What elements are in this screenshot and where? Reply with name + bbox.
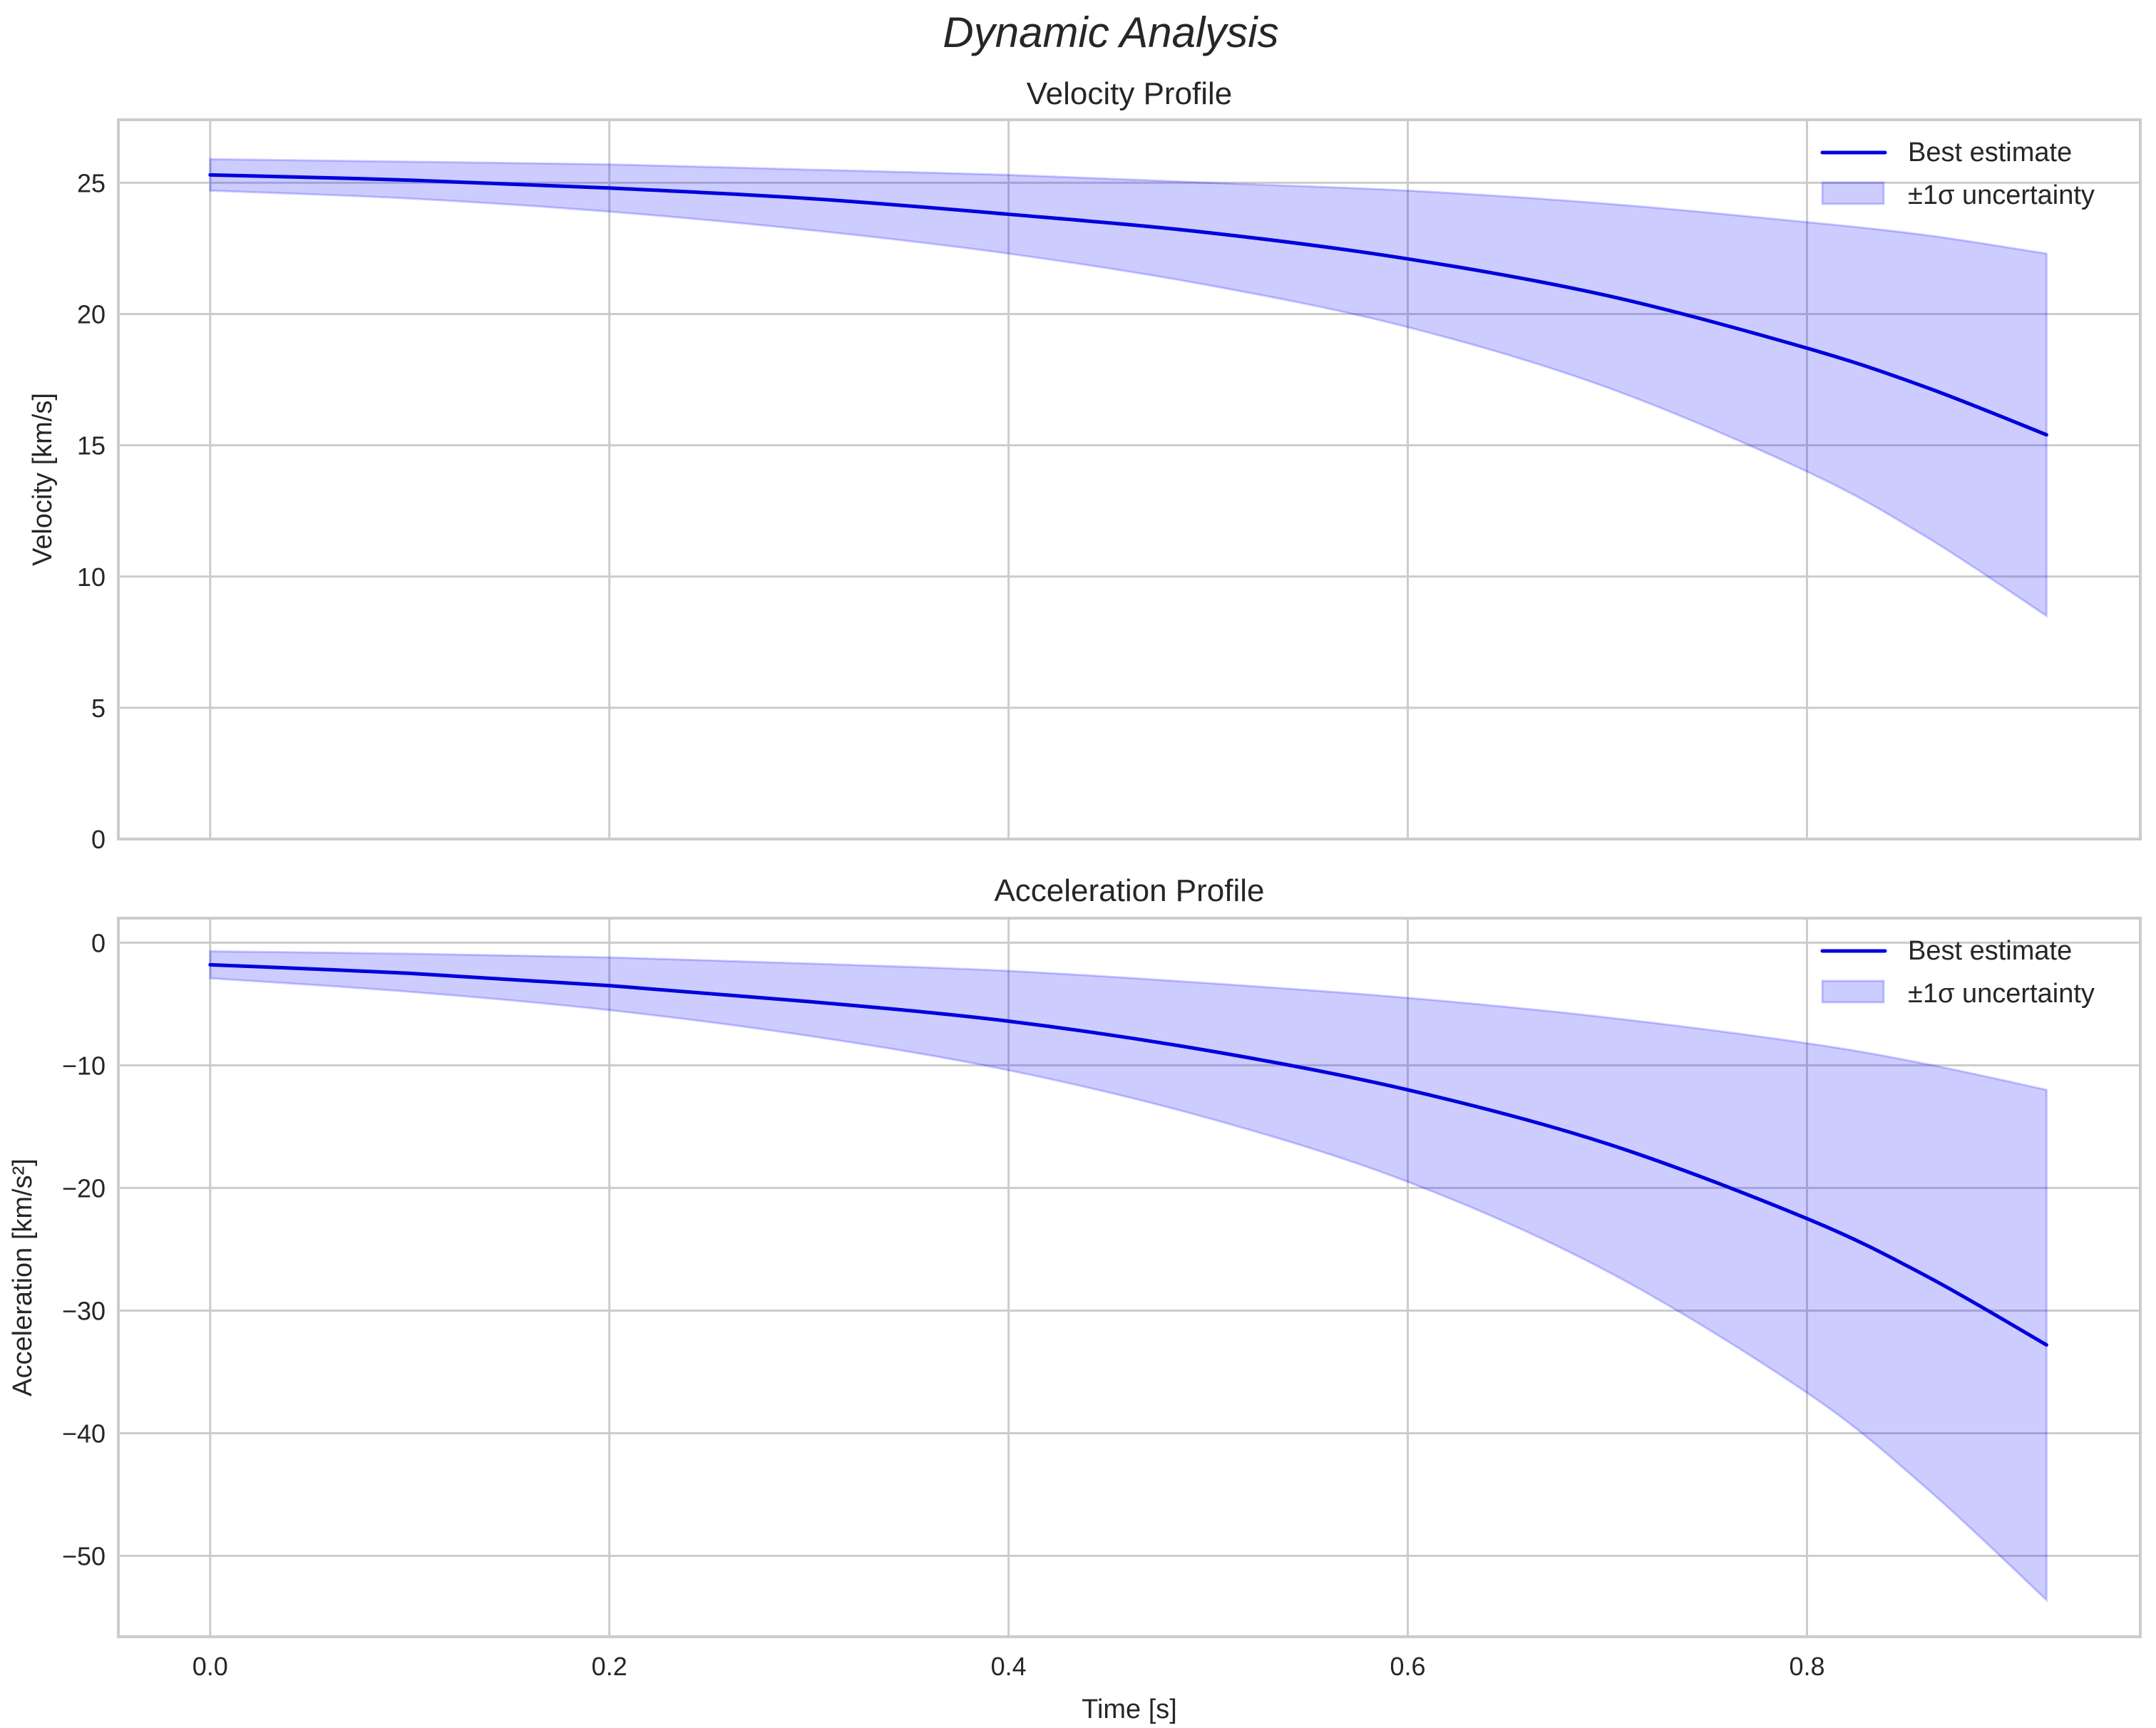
best-estimate-line xyxy=(208,173,2048,437)
legend-label-best-estimate: Best estimate xyxy=(1908,138,2072,168)
legend: Best estimate ±1σ uncertainty xyxy=(1820,138,2095,210)
y-tick-label: −30 xyxy=(62,1296,106,1325)
legend-band-swatch xyxy=(1821,181,1885,205)
acceleration-chart: Acceleration Profile 0 −10 −20 −30 −40 −50 0.0 0… xyxy=(8,873,2142,1724)
y-tick-label: 5 xyxy=(91,694,106,723)
axes-frame xyxy=(117,917,2142,1638)
y-tick-label: 0 xyxy=(91,825,106,854)
y-tick-label: −50 xyxy=(62,1541,106,1570)
y-axis-label: Velocity [km/s] xyxy=(28,393,58,566)
axes-frame xyxy=(117,118,2142,840)
grid-lines xyxy=(118,918,2140,1637)
velocity-chart: Velocity Profile 0 5 10 15 20 25 Velocity [km/s… xyxy=(28,76,2142,854)
best-estimate-line xyxy=(208,962,2048,1347)
x-tick-label: 0.4 xyxy=(991,1652,1027,1681)
legend-label-uncertainty: ±1σ uncertainty xyxy=(1908,979,2095,1009)
y-tick-label: −20 xyxy=(62,1173,106,1203)
legend: Best estimate ±1σ uncertainty xyxy=(1820,936,2095,1009)
y-tick-label: 0 xyxy=(91,928,106,957)
y-tick-label: 15 xyxy=(77,431,106,461)
y-tick-label: 20 xyxy=(77,300,106,329)
x-tick-label: 0.2 xyxy=(592,1652,627,1681)
y-axis-label: Acceleration [km/s²] xyxy=(8,1158,38,1397)
x-tick-label: 0.6 xyxy=(1390,1652,1426,1681)
legend-band-swatch xyxy=(1821,979,1885,1004)
uncertainty-band xyxy=(209,158,2048,618)
x-axis-label: Time [s] xyxy=(1082,1694,1177,1724)
y-tick-label: −40 xyxy=(62,1419,106,1448)
uncertainty-band xyxy=(209,950,2048,1603)
x-tick-label: 0.8 xyxy=(1789,1652,1824,1681)
legend-label-best-estimate: Best estimate xyxy=(1908,936,2072,966)
y-tick-label: 25 xyxy=(77,168,106,197)
chart-title: Velocity Profile xyxy=(1027,76,1233,111)
y-tick-label: 10 xyxy=(77,562,106,592)
chart-title: Acceleration Profile xyxy=(994,873,1264,908)
x-tick-label: 0.0 xyxy=(192,1652,228,1681)
legend-label-uncertainty: ±1σ uncertainty xyxy=(1908,180,2095,210)
y-tick-label: −10 xyxy=(62,1051,106,1080)
figure-suptitle: Dynamic Analysis xyxy=(943,9,1278,56)
